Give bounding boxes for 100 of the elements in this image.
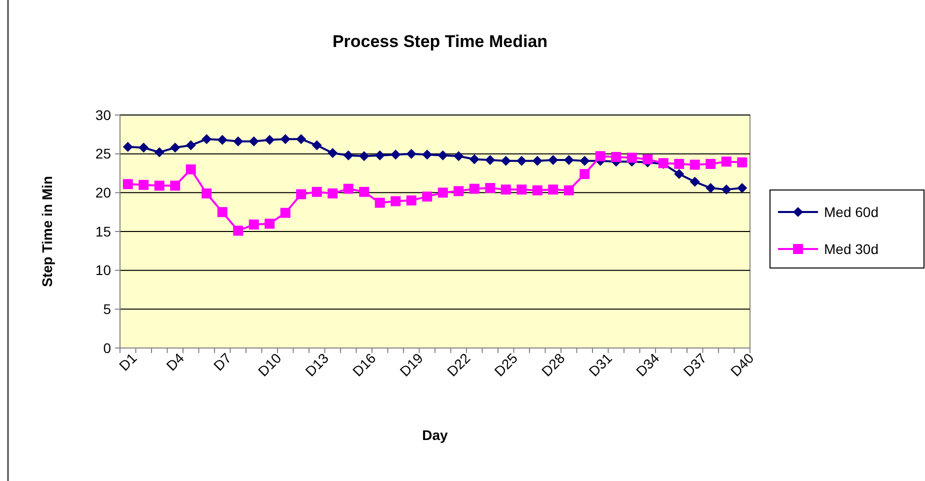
point [390,150,401,160]
y-tick-label: 30 [95,106,112,123]
point [233,136,244,146]
point [548,155,558,166]
point [280,208,290,218]
point [500,156,511,166]
y-tick-label: 20 [95,184,112,201]
point [564,155,574,166]
point [737,183,748,194]
point [516,156,527,166]
point [706,158,716,169]
point [422,150,432,160]
point [280,134,290,144]
x-tick-label: D40 [727,350,757,380]
y-tick-label: 15 [95,223,112,240]
point [122,142,133,152]
point [674,169,684,180]
point [202,134,212,144]
point [485,183,496,194]
point [328,148,338,158]
point [564,185,574,196]
x-tick-label: D16 [349,350,379,380]
point [516,184,527,195]
x-tick-label: D13 [302,350,332,380]
point [264,134,275,145]
point [737,157,748,168]
point [217,134,228,145]
x-tick-label: D31 [586,350,616,380]
x-tick-label: D7 [210,350,234,374]
y-axis-title: Step Time in Min [39,176,55,287]
x-tick-label: D34 [632,350,662,380]
point [454,186,464,196]
point [328,188,338,198]
point [626,152,637,163]
point [359,151,370,162]
y-tick-label: 5 [103,301,112,318]
point [532,185,542,196]
point [532,156,542,166]
legend-label: Med 30d [824,240,878,257]
point [500,184,511,195]
point [170,180,180,191]
point [595,151,606,162]
x-tick-label: D37 [680,350,710,380]
y-tick-label: 0 [103,340,112,356]
point [312,186,322,197]
point [248,220,259,230]
x-tick-label: D4 [163,350,188,374]
x-tick-label: D25 [491,350,521,380]
point [233,226,244,236]
point [454,151,464,162]
point [154,147,164,158]
point [217,207,228,218]
point [138,142,149,153]
chart-title: Process Step Time Median [332,32,548,51]
x-tick-label: D22 [444,350,474,380]
y-tick-label: 10 [95,262,112,278]
legend-label: Med 60d [824,204,878,220]
point [548,184,558,195]
point [706,183,716,194]
point [580,169,590,180]
point [154,180,164,191]
point [422,192,432,202]
point [374,198,385,208]
x-tick-label: D1 [116,350,140,374]
point [296,189,306,200]
point [343,184,354,194]
x-tick-label: D19 [396,350,426,380]
point [186,164,196,174]
point [186,140,196,150]
point [485,155,496,166]
point [406,148,416,159]
point [343,150,354,160]
point [248,136,259,146]
point [390,196,401,206]
x-axis-title: Day [422,427,448,443]
point [469,184,480,194]
y-tick-label: 25 [95,146,112,162]
point [359,186,370,197]
point [170,142,180,153]
point [138,180,149,190]
point [374,150,385,160]
point [438,188,448,198]
point [721,156,732,167]
point [122,179,133,190]
point [580,156,590,166]
point [406,195,416,206]
point [469,154,480,164]
point [264,218,275,229]
point [721,184,732,195]
x-tick-label: D28 [538,350,568,380]
point [690,176,700,187]
point [202,188,212,198]
point [674,158,684,169]
point [312,140,322,150]
point [611,152,622,162]
point [690,160,700,170]
point [438,150,448,160]
x-tick-label: D10 [254,350,284,380]
point [296,134,306,144]
point [642,154,653,164]
